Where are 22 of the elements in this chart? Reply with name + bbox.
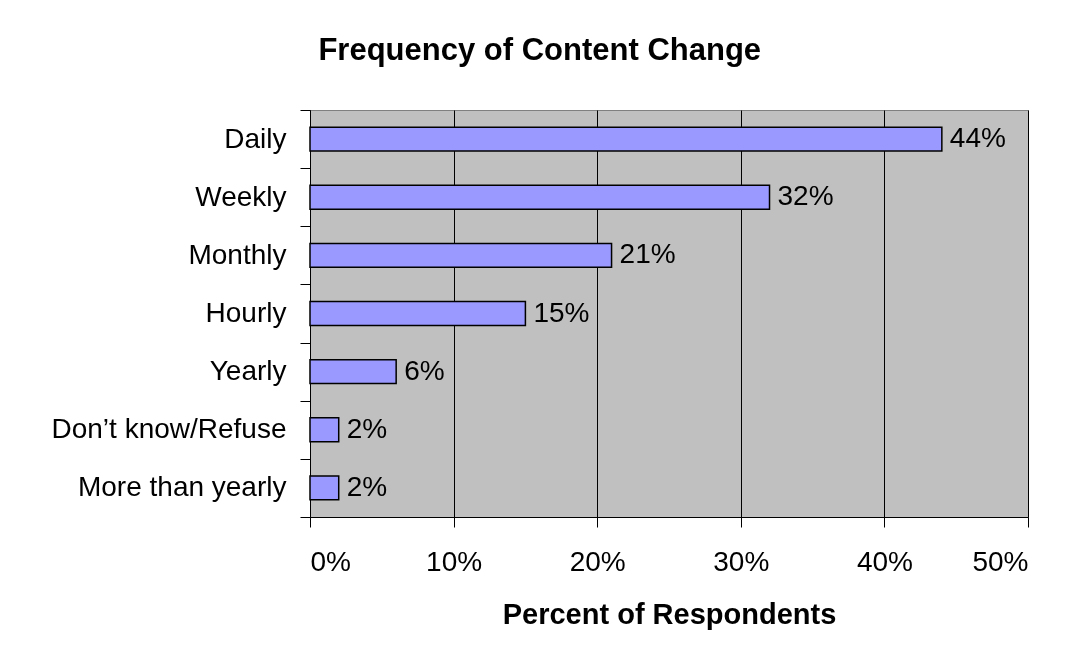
y-tick-label: Yearly <box>209 355 287 387</box>
data-label: 2% <box>346 412 388 444</box>
x-tick-label: 10% <box>426 545 483 577</box>
y-tick-label: Monthly <box>188 238 287 270</box>
y-tick-label: More than yearly <box>77 471 287 503</box>
y-tick-label: Don’t know/Refuse <box>51 413 287 445</box>
data-label: 15% <box>533 296 590 328</box>
y-tick-label: Daily <box>224 122 287 154</box>
x-tick-label: 50% <box>972 545 1029 577</box>
data-label: 21% <box>619 238 676 270</box>
x-axis-title: Percent of Respondents <box>502 597 837 630</box>
data-label: 2% <box>346 470 388 502</box>
x-tick-label: 0% <box>310 545 351 577</box>
x-tick-label: 20% <box>569 545 626 577</box>
data-label: 32% <box>777 180 834 212</box>
y-tick-label: Weekly <box>195 180 287 212</box>
y-tick-label: Hourly <box>205 297 287 328</box>
chart-title: Frequency of Content Change <box>318 32 762 67</box>
data-label: 6% <box>404 354 445 386</box>
x-tick-label: 30% <box>713 545 770 577</box>
data-label: 44% <box>949 122 1006 154</box>
x-tick-label: 40% <box>856 545 913 577</box>
